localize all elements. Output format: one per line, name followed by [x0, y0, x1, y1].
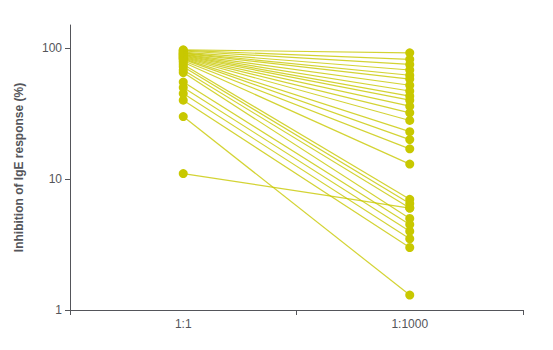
svg-text:100: 100 [42, 41, 62, 55]
svg-text:1:1: 1:1 [175, 317, 192, 331]
svg-text:10: 10 [49, 172, 63, 186]
svg-text:1: 1 [55, 303, 62, 317]
svg-text:1:1000: 1:1000 [391, 317, 428, 331]
svg-text:Inhibition of IgE response (%): Inhibition of IgE response (%) [12, 83, 26, 252]
